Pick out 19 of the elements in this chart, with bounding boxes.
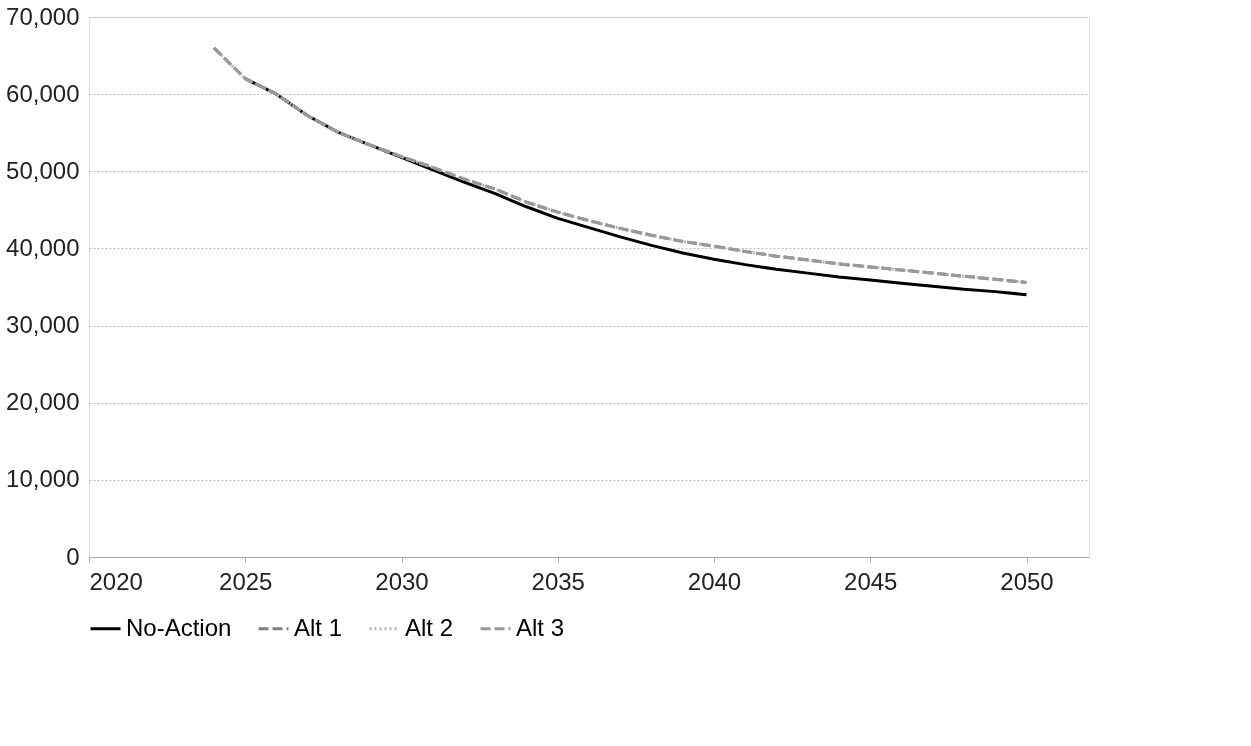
legend-label: Alt 3 <box>516 613 565 641</box>
y-tick-label: 30,000 <box>6 311 80 339</box>
y-tick-label: 60,000 <box>6 79 80 107</box>
legend-label: Alt 2 <box>405 613 454 641</box>
x-tick-label: 2050 <box>1000 567 1054 595</box>
y-tick-label: 70,000 <box>6 2 80 30</box>
x-tick-label: 2035 <box>531 567 585 595</box>
y-tick-label: 20,000 <box>6 388 80 416</box>
x-tick-label: 2040 <box>687 567 742 595</box>
x-tick-label: 2045 <box>844 567 898 595</box>
x-tick-label: 2030 <box>375 567 429 595</box>
y-tick-label: 50,000 <box>6 156 80 184</box>
x-tick-label: 2025 <box>219 567 273 595</box>
x-tick-label: 2020 <box>89 567 143 595</box>
legend-label: No-Action <box>126 613 232 641</box>
y-tick-label: 40,000 <box>6 233 80 261</box>
legend-label: Alt 1 <box>294 613 343 641</box>
y-tick-label: 10,000 <box>6 465 80 493</box>
y-tick-label: 0 <box>66 542 80 570</box>
